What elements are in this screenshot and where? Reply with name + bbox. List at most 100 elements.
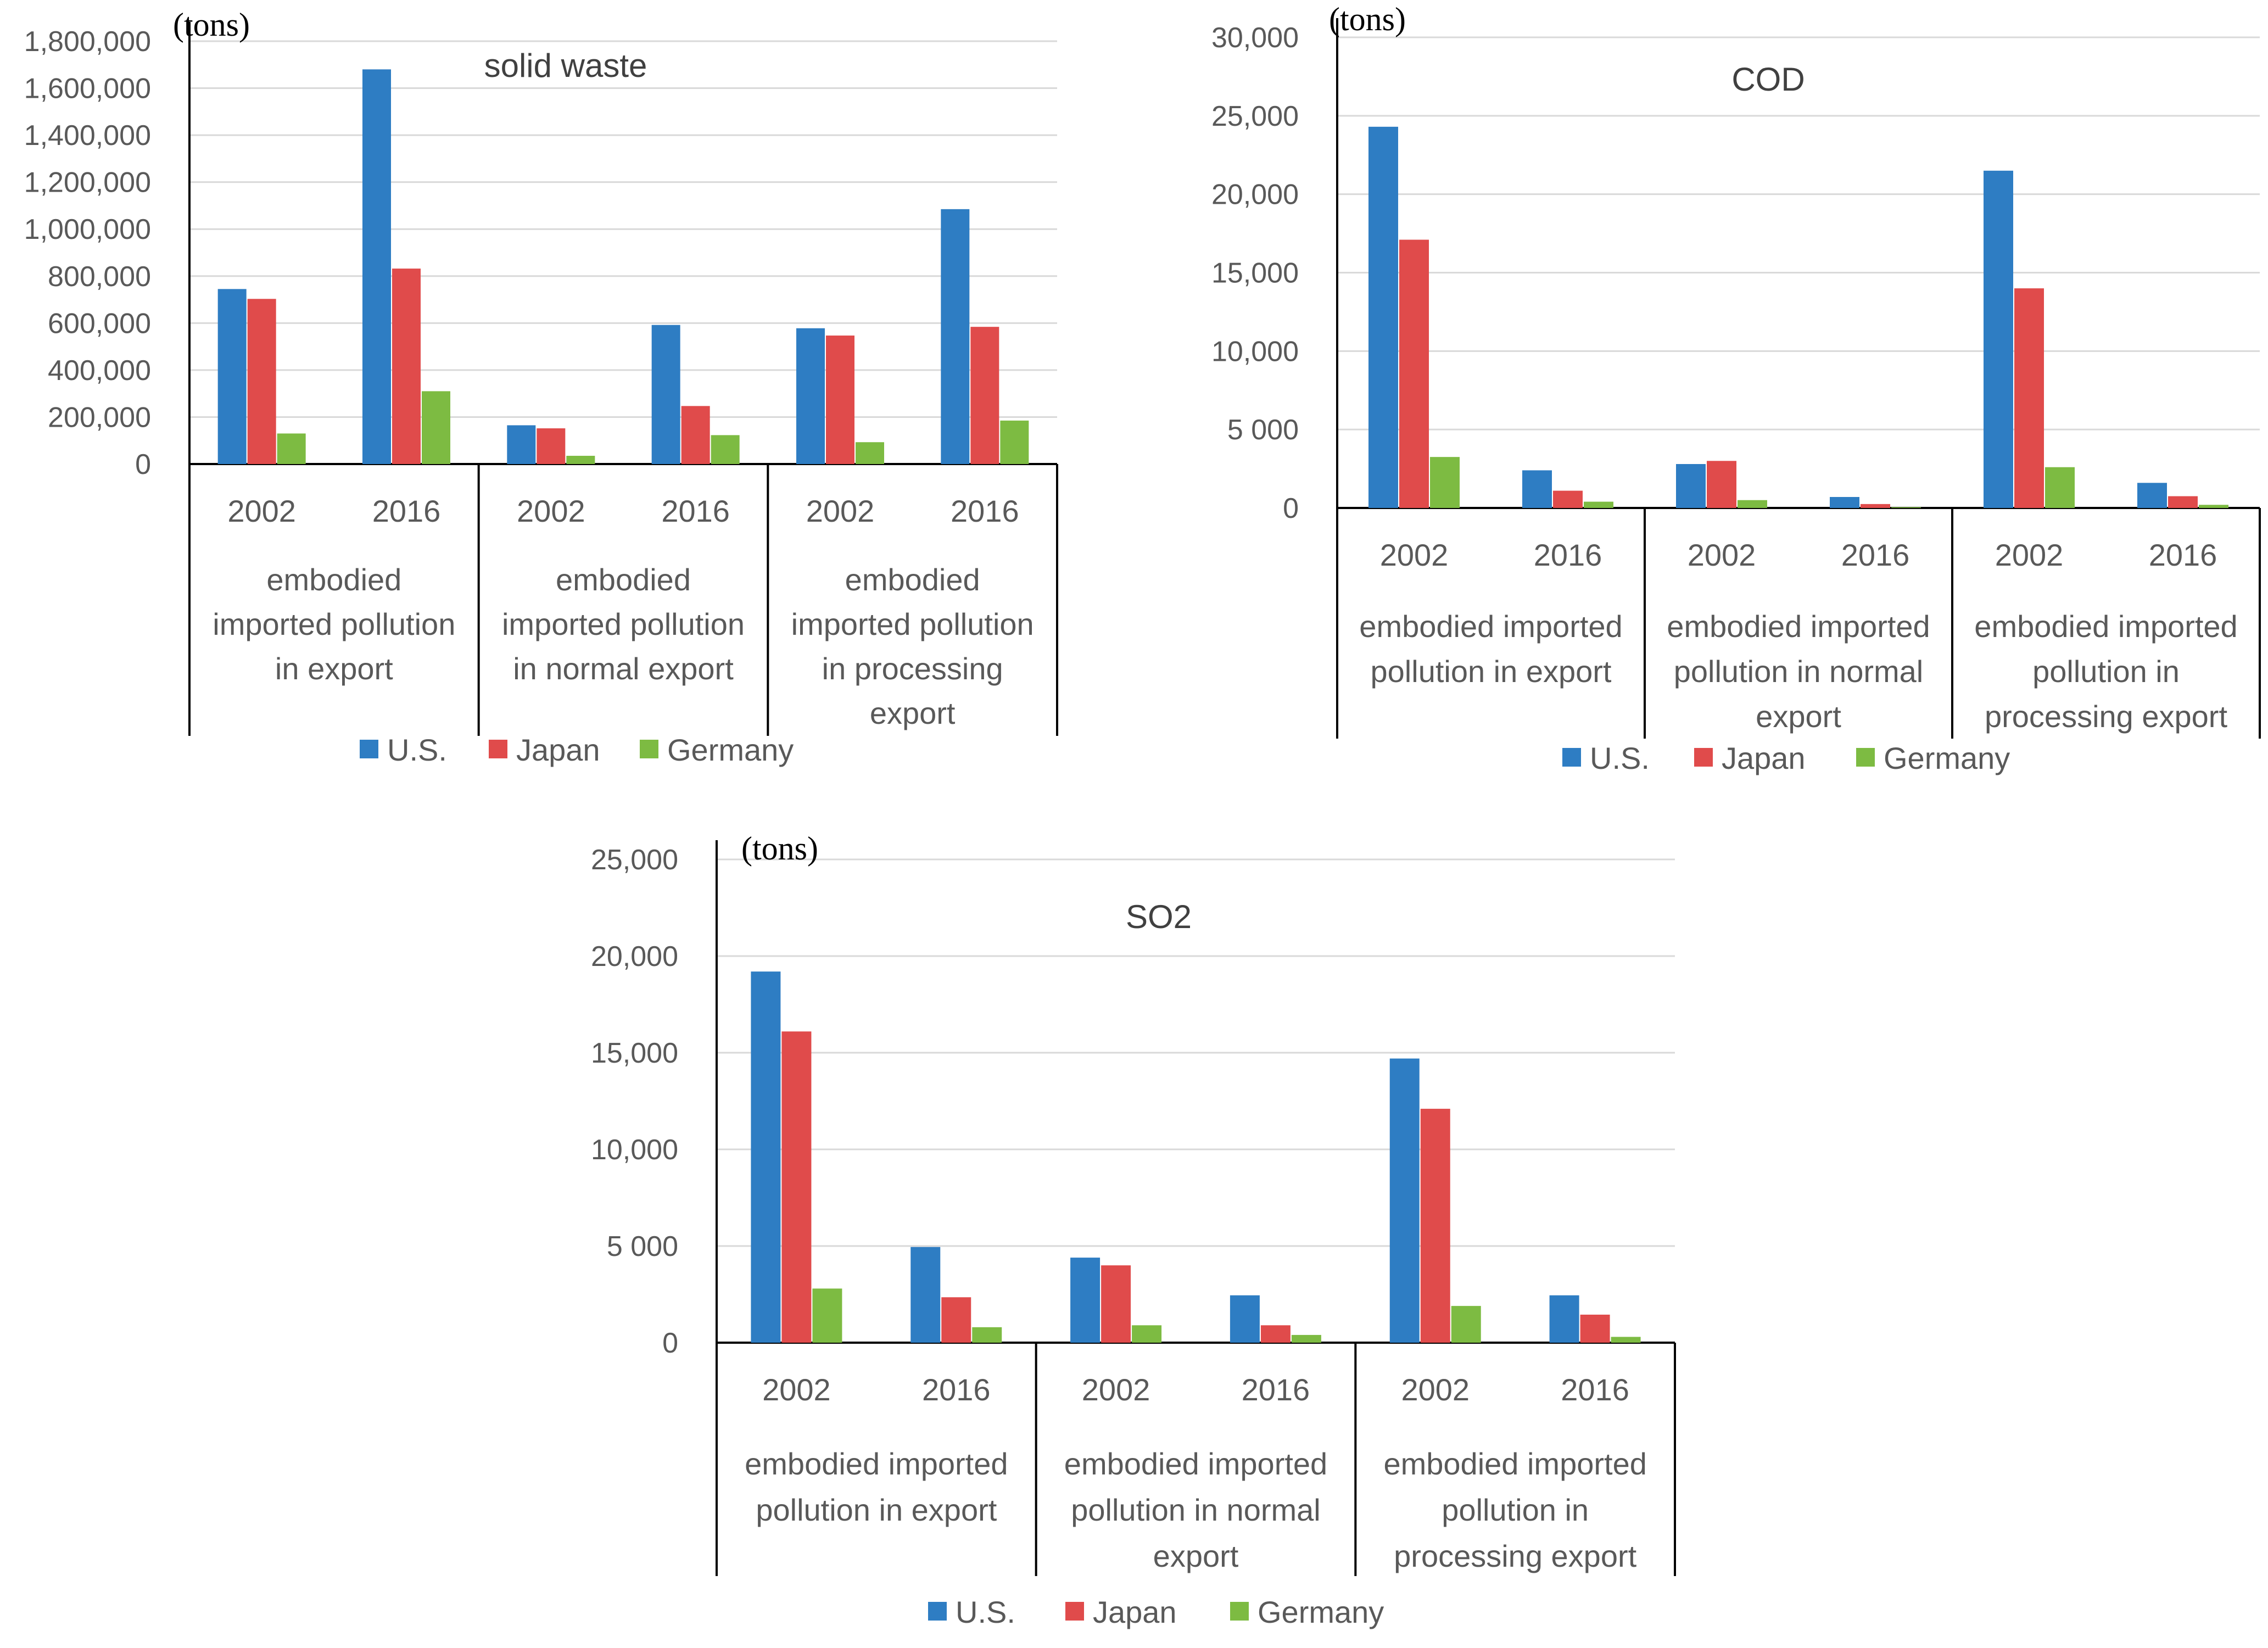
x-group-label: pollution in normal [1071, 1493, 1320, 1527]
legend-label-japan: Japan [1093, 1595, 1177, 1629]
bar-us [1676, 464, 1706, 508]
x-group-label: embodied [266, 562, 401, 597]
bar-us [1522, 470, 1552, 508]
bar-us [1070, 1258, 1101, 1343]
x-group-label: in export [275, 651, 393, 686]
y-tick-label: 5 000 [607, 1231, 678, 1262]
bar-us [362, 69, 391, 465]
x-group-label: embodied imported [1064, 1446, 1327, 1481]
x-group-label: embodied [845, 562, 980, 597]
x-group-label: processing export [1985, 699, 2227, 734]
x-group-label: imported pollution [502, 607, 745, 641]
x-year-label: 2016 [951, 494, 1019, 528]
bar-germany [277, 433, 306, 464]
x-group-label: pollution in [2032, 654, 2180, 689]
y-tick-label: 800,000 [48, 261, 151, 293]
bar-us [1549, 1295, 1579, 1343]
bar-us [651, 325, 680, 464]
bar-us [1830, 497, 1859, 508]
x-year-label: 2002 [762, 1372, 831, 1407]
x-year-label: 2002 [1995, 538, 2064, 572]
bar-japan [1707, 461, 1736, 508]
x-year-label: 2016 [1242, 1372, 1310, 1407]
x-group-label: embodied [556, 562, 691, 597]
bar-germany [1000, 420, 1029, 464]
bar-japan [681, 406, 710, 464]
bar-germany [711, 435, 740, 464]
legend-swatch-us [1562, 748, 1581, 767]
x-year-label: 2016 [1534, 538, 1602, 572]
y-tick-label: 1,800,000 [24, 26, 151, 58]
bar-germany [812, 1288, 842, 1343]
legend-swatch-japan [489, 740, 507, 758]
x-year-label: 2002 [806, 494, 875, 528]
bar-germany [2199, 505, 2228, 508]
y-tick-label: 20,000 [591, 941, 678, 973]
y-tick-label: 0 [135, 449, 151, 481]
y-tick-label: 200,000 [48, 401, 151, 433]
y-tick-label: 0 [1283, 493, 1299, 524]
legend-swatch-us [928, 1602, 947, 1621]
x-year-label: 2002 [227, 494, 296, 528]
legend-label-us: U.S. [956, 1595, 1015, 1629]
y-tick-label: 1,000,000 [24, 214, 151, 245]
x-year-label: 2016 [661, 494, 730, 528]
y-tick-label: 400,000 [48, 355, 151, 387]
bar-us [1368, 126, 1398, 508]
legend-swatch-germany [640, 740, 658, 758]
x-year-label: 2002 [1688, 538, 1756, 572]
x-year-label: 2002 [1401, 1372, 1470, 1407]
bar-japan [1260, 1325, 1291, 1343]
bar-us [1230, 1295, 1260, 1343]
bar-japan [1101, 1265, 1131, 1343]
bar-japan [392, 269, 421, 464]
x-group-label: embodied imported [1974, 609, 2237, 644]
y-tick-label: 1,600,000 [24, 73, 151, 105]
x-group-label: embodied imported [1359, 609, 1622, 644]
legend-label-germany: Germany [1258, 1595, 1384, 1629]
x-group-label: embodied imported [1383, 1446, 1646, 1481]
legend-swatch-germany [1230, 1602, 1249, 1621]
unit-label: (tons) [741, 830, 818, 867]
x-year-label: 2016 [1561, 1372, 1629, 1407]
x-group-label: pollution in export [1371, 654, 1612, 689]
bar-us [910, 1247, 941, 1343]
solid-waste-chart: 0 200,000 400,000 600,000 800,000 1,000,000 1,… [24, 7, 1058, 767]
bar-germany [566, 456, 595, 464]
bar-japan [1861, 504, 1890, 508]
bar-japan [1399, 239, 1429, 508]
legend-swatch-japan [1694, 748, 1713, 767]
x-group-label: export [1153, 1539, 1239, 1573]
bar-germany [972, 1327, 1002, 1343]
legend-label-japan: Japan [516, 733, 600, 767]
bar-germany [1451, 1306, 1481, 1343]
x-group-label: embodied imported [1667, 609, 1930, 644]
y-tick-label: 25,000 [1211, 100, 1299, 132]
y-tick-label: 20,000 [1211, 179, 1299, 211]
x-group-label: pollution in [1442, 1493, 1589, 1527]
x-group-label: pollution in normal [1674, 654, 1923, 689]
bar-us [941, 209, 970, 464]
legend-label-japan: Japan [1722, 741, 1806, 775]
legend-label-germany: Germany [667, 733, 794, 767]
y-tick-label: 5 000 [1227, 414, 1299, 446]
bar-japan [781, 1031, 812, 1343]
bar-us [1389, 1058, 1420, 1343]
y-tick-label: 10,000 [591, 1134, 678, 1166]
x-year-label: 2016 [2149, 538, 2217, 572]
legend-label-us: U.S. [387, 733, 447, 767]
x-group-label: export [1756, 699, 1841, 734]
bar-germany [1611, 1337, 1641, 1343]
bar-germany [1891, 507, 1921, 508]
bar-japan [941, 1297, 971, 1343]
bar-germany [1132, 1325, 1162, 1343]
chart-title: solid waste [484, 47, 647, 84]
bar-japan [2014, 288, 2044, 508]
bar-us [796, 328, 825, 464]
bar-germany [1738, 500, 1767, 508]
x-group-label: in processing [822, 651, 1003, 686]
chart-title: SO2 [1126, 898, 1192, 935]
bar-us [217, 289, 247, 464]
bar-japan [247, 299, 276, 464]
